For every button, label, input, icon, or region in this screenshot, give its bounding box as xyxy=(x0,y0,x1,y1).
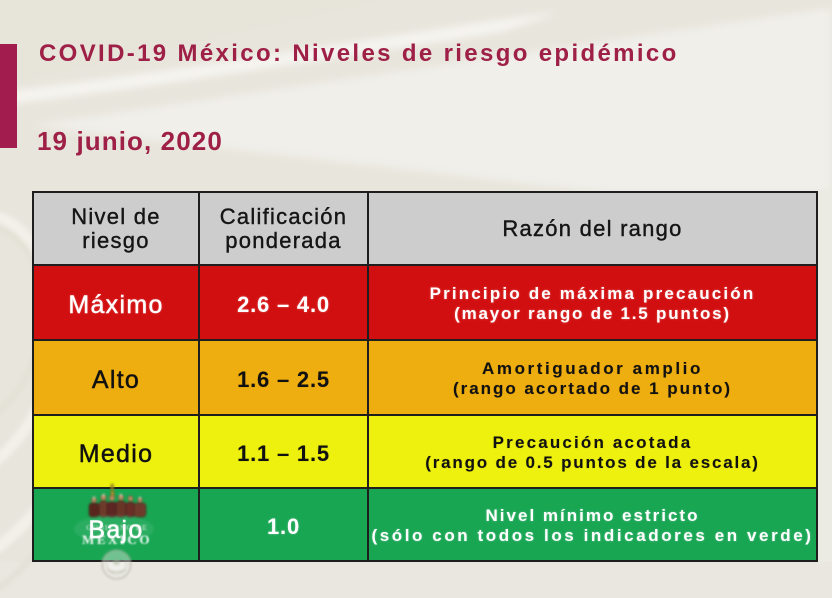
svg-text:MÉXICO: MÉXICO xyxy=(82,532,152,547)
svg-text:GOBIERNO DE: GOBIERNO DE xyxy=(86,523,148,532)
